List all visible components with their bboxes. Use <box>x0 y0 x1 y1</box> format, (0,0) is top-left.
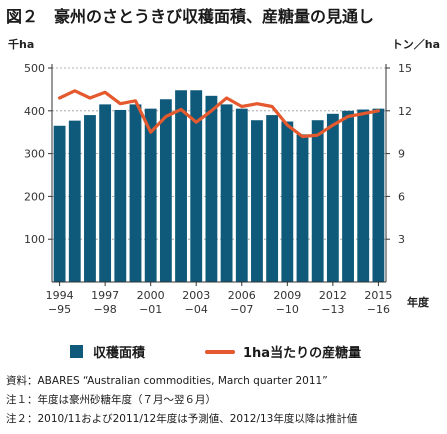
x-axis-label: 年度 <box>407 295 430 309</box>
bar-2001/02 <box>159 99 172 282</box>
xtick-label-2015: 2015 <box>364 289 392 302</box>
xtick-label-2015-end: −16 <box>367 303 390 316</box>
xtick-label-2003: 2003 <box>182 289 210 302</box>
bar-2011/12 <box>311 120 324 282</box>
y2tick-label-9: 9 <box>398 148 405 161</box>
bar-1996/97 <box>84 115 96 282</box>
bar-2013/14 <box>342 110 354 282</box>
xtick-label-1997: 1997 <box>91 289 119 302</box>
axes: 100 200 300 400 500 3 6 9 12 15 千ha トン／ha 1994−95 199… <box>8 37 440 316</box>
bar-1994/95 <box>53 125 66 282</box>
bar-2010/11 <box>296 134 309 282</box>
note-1: 注１：年度は豪州砂糖年度（７月～翌６月） <box>6 394 216 406</box>
bar-2008/09 <box>266 115 279 282</box>
legend-item-line: 1ha当たりの産糖量 <box>205 342 361 361</box>
bar-2006/07 <box>235 108 248 282</box>
legend-label-line: 1ha当たりの産糖量 <box>243 346 362 361</box>
ytick-label-500: 500 <box>24 62 45 75</box>
xtick-label-2006-end: −07 <box>230 303 253 316</box>
legend-item-bar: 収穫面積 <box>70 342 145 361</box>
note-2: 注２：2010/11および2011/12年度は予測値、2012/13年度以降は推… <box>6 413 358 425</box>
bar-2012/13 <box>326 113 339 283</box>
left-unit-label: 千ha <box>8 37 34 51</box>
bar-2000/01 <box>144 108 157 282</box>
line-series <box>57 89 380 139</box>
note-source: 資料：ABARES “Australian commodities, March… <box>6 375 328 387</box>
xtick-label-2006: 2006 <box>228 289 256 302</box>
right-unit-label: トン／ha <box>392 38 440 51</box>
bars <box>53 90 385 283</box>
line-yield <box>57 89 380 139</box>
legend: 収穫面積 1ha当たりの産糖量 <box>0 342 447 366</box>
bar-2015/16 <box>372 108 385 282</box>
ytick-label-300: 300 <box>24 148 45 161</box>
xtick-label-1997-end: −98 <box>94 303 117 316</box>
y2tick-label-6: 6 <box>398 190 405 203</box>
xtick-label-2009-end: −10 <box>276 303 299 316</box>
xtick-label-2012: 2012 <box>319 289 347 302</box>
legend-swatch-line <box>205 349 235 354</box>
bar-2004/05 <box>205 95 218 282</box>
y2tick-label-3: 3 <box>398 233 405 246</box>
bar-1995/96 <box>68 120 81 282</box>
xtick-label-2003-end: −04 <box>185 303 208 316</box>
y2tick-label-12: 12 <box>398 105 412 118</box>
ytick-label-400: 400 <box>24 105 45 118</box>
xtick-label-2000-end: −01 <box>139 303 162 316</box>
xtick-label-1994-end: −95 <box>48 303 71 316</box>
bar-1998/99 <box>114 109 127 282</box>
legend-label-bar: 収穫面積 <box>93 346 146 361</box>
xtick-label-2000: 2000 <box>137 289 165 302</box>
ytick-label-200: 200 <box>24 190 45 203</box>
xtick-label-1994: 1994 <box>46 289 74 302</box>
xtick-label-2009: 2009 <box>273 289 301 302</box>
bar-2007/08 <box>251 120 263 282</box>
notes: 資料：ABARES “Australian commodities, March… <box>6 372 444 429</box>
bar-2014/15 <box>357 109 370 283</box>
ytick-label-100: 100 <box>24 233 45 246</box>
chart-title: 図２ 豪州のさとうきび収穫面積、産糖量の見通し <box>6 7 375 26</box>
bar-1997/98 <box>99 104 112 282</box>
legend-swatch-bar <box>70 345 83 358</box>
bar-2009/10 <box>281 121 294 282</box>
bar-2002/03 <box>175 90 187 282</box>
bar-1999/00 <box>129 104 142 282</box>
y2tick-label-15: 15 <box>398 62 412 75</box>
bar-2003/04 <box>190 90 203 282</box>
bar-2005/06 <box>220 104 233 282</box>
chart: 100 200 300 400 500 3 6 9 12 15 千ha トン／ha 1994−95 199… <box>8 37 440 316</box>
xtick-label-2012-end: −13 <box>321 303 344 316</box>
